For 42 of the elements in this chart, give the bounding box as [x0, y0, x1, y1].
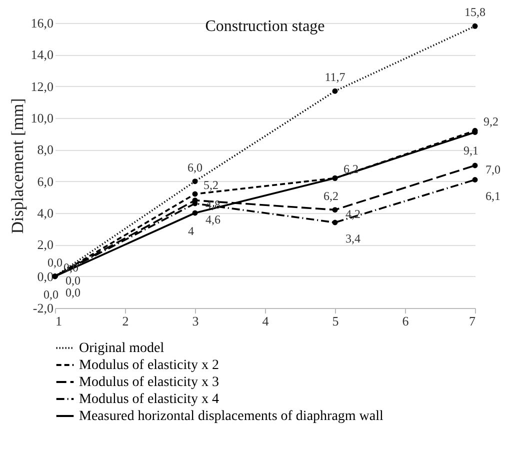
data-label: 4: [188, 224, 194, 238]
legend-label: Original model: [79, 341, 164, 356]
x-tick-label: 4: [262, 314, 270, 328]
data-label: 11,7: [324, 70, 346, 84]
legend-label: Modulus of elasticity x 4: [79, 392, 219, 407]
data-label: 0,0: [66, 285, 80, 300]
y-tick-label: 16,0: [30, 16, 54, 30]
y-tick-label: -2,0: [32, 300, 54, 316]
y-tick-label: 6,0: [37, 174, 54, 189]
data-label: 6,2: [324, 189, 338, 204]
data-label: 6,0: [188, 160, 202, 174]
data-label: 5,2: [204, 178, 218, 192]
data-label: 7,0: [486, 162, 500, 176]
data-label: 0,0: [48, 255, 62, 270]
legend-label: Modulus of elasticity x 3: [79, 375, 219, 390]
x-tick-label: 5: [332, 314, 339, 328]
data-label: 9,2: [484, 114, 498, 129]
y-tick-label: 10,0: [30, 110, 54, 126]
chart-title: Construction stage: [205, 18, 325, 36]
data-label: 6,1: [486, 188, 500, 203]
x-tick-label: 3: [192, 314, 199, 328]
legend-label: Modulus of elasticity x 2: [79, 358, 219, 373]
data-label: 3,4: [346, 232, 360, 246]
x-tick-label: 1: [56, 314, 62, 328]
x-tick-label: 6: [402, 314, 410, 328]
y-tick-label: 2,0: [37, 237, 54, 252]
data-label: 4,2: [346, 206, 360, 221]
data-label: 0,0: [66, 273, 80, 288]
data-label: 15,8: [464, 5, 486, 20]
y-tick-label: 4,0: [37, 206, 54, 220]
x-tick-label: 7: [469, 314, 476, 328]
data-label: 9,1: [464, 143, 478, 158]
y-tick-label: 14,0: [30, 47, 54, 62]
y-tick-label: 8,0: [37, 142, 54, 158]
data-label: 4,6: [206, 212, 220, 226]
x-tick-label: 2: [122, 314, 129, 328]
y-tick-label: 0,0: [37, 268, 54, 284]
data-label: 6,2: [344, 162, 358, 176]
legend-label: Measured horizontal displacements of diaphragm wall: [79, 409, 384, 424]
y-tick-label: 12,0: [30, 78, 54, 94]
data-label: 0,0: [64, 260, 78, 274]
y-axis-title: Displacement [mm]: [8, 98, 27, 234]
